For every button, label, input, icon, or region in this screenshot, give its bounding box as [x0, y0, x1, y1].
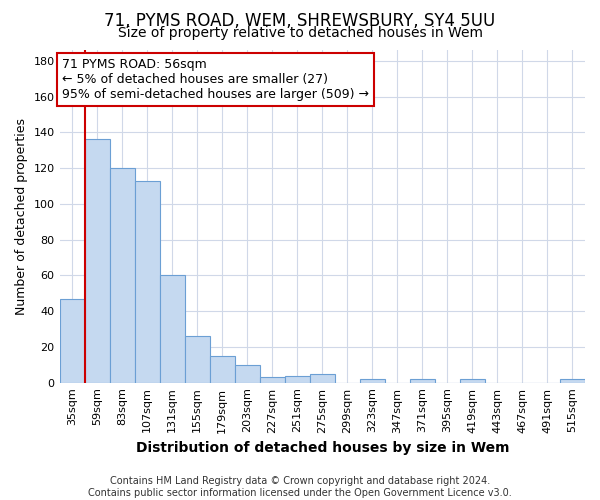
Bar: [235, 365, 260, 382]
Text: 71, PYMS ROAD, WEM, SHREWSBURY, SY4 5UU: 71, PYMS ROAD, WEM, SHREWSBURY, SY4 5UU: [104, 12, 496, 30]
Bar: [110, 168, 134, 382]
Bar: [85, 140, 110, 382]
Bar: [209, 356, 235, 382]
Bar: [160, 276, 185, 382]
Bar: [285, 376, 310, 382]
X-axis label: Distribution of detached houses by size in Wem: Distribution of detached houses by size …: [136, 441, 509, 455]
Bar: [360, 379, 385, 382]
Bar: [185, 336, 209, 382]
Bar: [560, 379, 585, 382]
Text: Size of property relative to detached houses in Wem: Size of property relative to detached ho…: [118, 26, 482, 40]
Bar: [410, 379, 435, 382]
Y-axis label: Number of detached properties: Number of detached properties: [15, 118, 28, 315]
Bar: [310, 374, 335, 382]
Text: Contains HM Land Registry data © Crown copyright and database right 2024.
Contai: Contains HM Land Registry data © Crown c…: [88, 476, 512, 498]
Bar: [260, 378, 285, 382]
Bar: [460, 379, 485, 382]
Text: 71 PYMS ROAD: 56sqm
← 5% of detached houses are smaller (27)
95% of semi-detache: 71 PYMS ROAD: 56sqm ← 5% of detached hou…: [62, 58, 369, 102]
Bar: [59, 298, 85, 382]
Bar: [134, 180, 160, 382]
